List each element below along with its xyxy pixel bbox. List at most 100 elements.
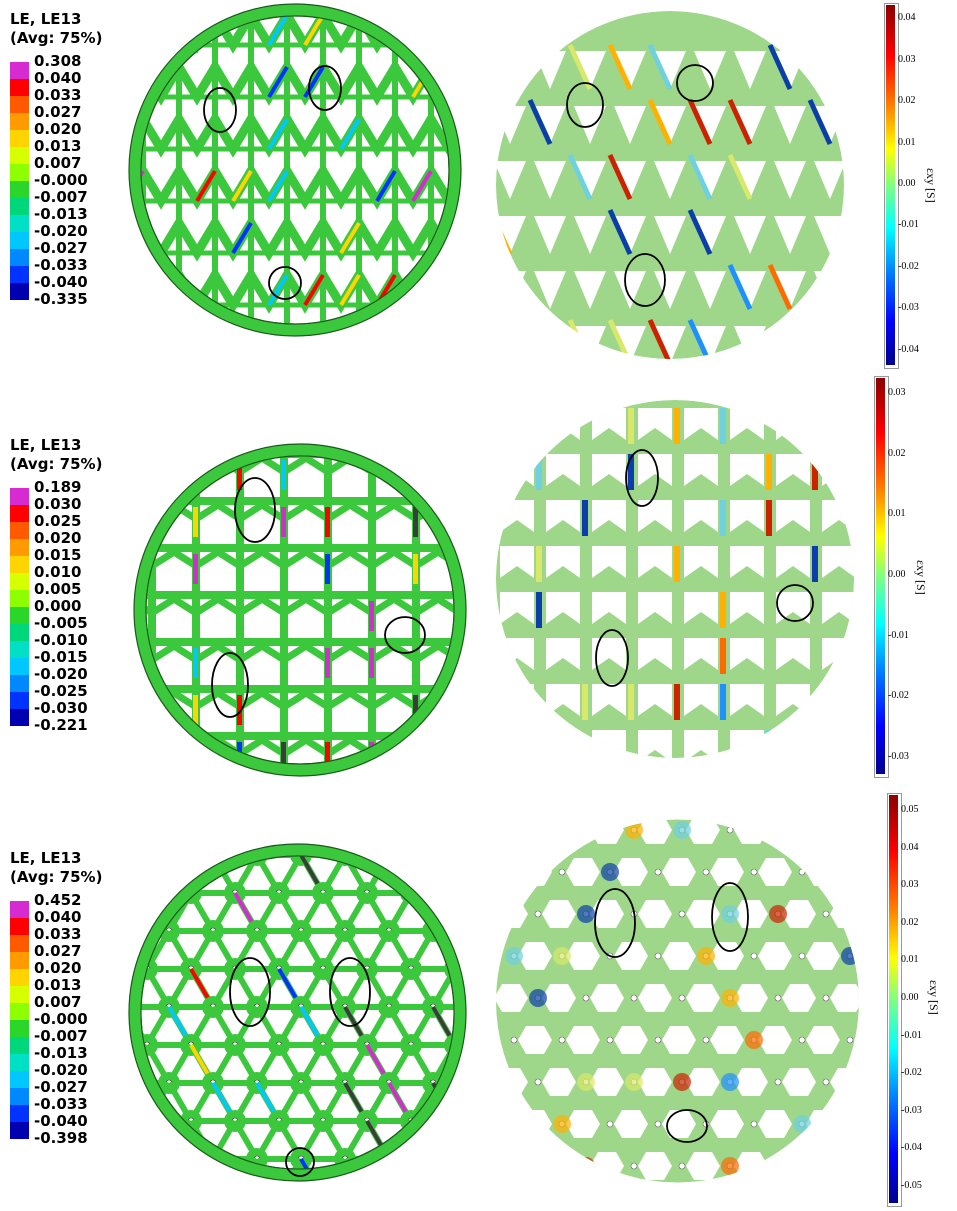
legend-swatch bbox=[10, 147, 29, 164]
colorbar-frame bbox=[874, 376, 889, 778]
colorbar-tick: 0.03 bbox=[898, 53, 916, 65]
legend-value: 0.013 bbox=[34, 976, 82, 994]
legend-value: 0.040 bbox=[34, 69, 82, 87]
legend-value: 0.027 bbox=[34, 103, 82, 121]
legend-value: -0.221 bbox=[34, 716, 88, 734]
colorbar-tick: -0.01 bbox=[901, 1029, 922, 1041]
legend-swatch bbox=[10, 658, 29, 675]
legend-swatch bbox=[10, 901, 29, 918]
colorbar-label: εxy [S] bbox=[924, 168, 938, 203]
legend-swatch bbox=[10, 130, 29, 147]
legend-value: -0.013 bbox=[34, 1044, 88, 1062]
legend-swatch bbox=[10, 692, 29, 709]
legend-swatch bbox=[10, 96, 29, 113]
legend-value: 0.015 bbox=[34, 546, 82, 564]
legend-value: 0.452 bbox=[34, 891, 82, 909]
dic-strain-plot bbox=[496, 400, 854, 758]
legend-title: LE, LE13 (Avg: 75%) bbox=[10, 436, 102, 474]
highlight-ellipse bbox=[711, 882, 749, 952]
legend-value: 0.005 bbox=[34, 580, 82, 598]
highlight-ellipse bbox=[203, 87, 237, 133]
legend-value: 0.007 bbox=[34, 993, 82, 1011]
legend-swatch bbox=[10, 986, 29, 1003]
colorbar-tick: -0.03 bbox=[901, 1104, 922, 1116]
legend-swatches bbox=[10, 901, 29, 1139]
legend-value: 0.020 bbox=[34, 529, 82, 547]
legend-value: -0.025 bbox=[34, 682, 88, 700]
colorbar-tick: -0.04 bbox=[898, 343, 919, 355]
highlight-ellipse bbox=[234, 477, 276, 543]
legend-value: -0.020 bbox=[34, 665, 88, 683]
legend-swatch bbox=[10, 1020, 29, 1037]
legend-title-line-1: LE, LE13 bbox=[10, 849, 82, 867]
legend-value: -0.020 bbox=[34, 1061, 88, 1079]
highlight-ellipse bbox=[384, 616, 426, 654]
legend-swatch bbox=[10, 1122, 29, 1139]
dic-strain-plot bbox=[496, 11, 844, 359]
colorbar-label: εxy [S] bbox=[914, 560, 928, 595]
legend-title-line-1: LE, LE13 bbox=[10, 436, 82, 454]
colorbar-label: εxy [S] bbox=[927, 980, 941, 1015]
legend-swatch bbox=[10, 79, 29, 96]
legend-value: -0.020 bbox=[34, 222, 88, 240]
legend-value: 0.189 bbox=[34, 478, 82, 496]
legend-value: -0.010 bbox=[34, 631, 88, 649]
colorbar-frame bbox=[887, 793, 902, 1207]
colorbar bbox=[889, 795, 898, 1203]
legend-swatch bbox=[10, 181, 29, 198]
colorbar-tick: 0.02 bbox=[888, 447, 906, 459]
inner-ring bbox=[140, 15, 450, 325]
legend-swatches bbox=[10, 488, 29, 726]
legend-swatch bbox=[10, 709, 29, 726]
legend-swatch bbox=[10, 1105, 29, 1122]
legend-swatch bbox=[10, 624, 29, 641]
legend-value: 0.007 bbox=[34, 154, 82, 172]
legend-title-line-2: (Avg: 75%) bbox=[10, 455, 103, 473]
legend-value: -0.000 bbox=[34, 1010, 88, 1028]
colorbar-tick: -0.01 bbox=[898, 219, 919, 231]
legend-value: -0.027 bbox=[34, 239, 88, 257]
legend-value: -0.007 bbox=[34, 1027, 88, 1045]
legend-value: -0.335 bbox=[34, 290, 88, 308]
legend-value: 0.030 bbox=[34, 495, 82, 513]
legend-swatch bbox=[10, 918, 29, 935]
legend-swatch bbox=[10, 266, 29, 283]
colorbar-tick: -0.01 bbox=[888, 629, 909, 641]
legend-title-line-2: (Avg: 75%) bbox=[10, 29, 103, 47]
colorbar-tick: 0.02 bbox=[901, 916, 919, 928]
colorbar-tick: 0.03 bbox=[901, 879, 919, 891]
dic-strain-plot bbox=[496, 819, 859, 1183]
legend-swatch bbox=[10, 1003, 29, 1020]
colorbar-tick: -0.02 bbox=[901, 1067, 922, 1079]
colorbar-tick: 0.01 bbox=[888, 508, 906, 520]
colorbar-tick: -0.05 bbox=[901, 1179, 922, 1191]
highlight-ellipse bbox=[625, 449, 659, 507]
colorbar-tick: 0.05 bbox=[901, 804, 919, 816]
colorbar-tick: -0.02 bbox=[898, 260, 919, 272]
colorbar-tick: 0.01 bbox=[901, 954, 919, 966]
legend-value: -0.033 bbox=[34, 256, 88, 274]
legend-swatch bbox=[10, 935, 29, 952]
legend-value: 0.020 bbox=[34, 120, 82, 138]
highlight-ellipse bbox=[329, 957, 371, 1027]
legend-value: -0.040 bbox=[34, 273, 88, 291]
legend-value: 0.308 bbox=[34, 52, 82, 70]
legend-value: 0.033 bbox=[34, 86, 82, 104]
colorbar-tick: 0.04 bbox=[898, 12, 916, 24]
colorbar-tick: 0.01 bbox=[898, 136, 916, 148]
legend-swatch bbox=[10, 283, 29, 300]
legend-value: 0.020 bbox=[34, 959, 82, 977]
panel-2: LE, LE13 (Avg: 75%) 0.189 0.030 0.025 0.020… bbox=[0, 370, 957, 780]
legend-swatch bbox=[10, 607, 29, 624]
colorbar-tick: -0.03 bbox=[888, 751, 909, 763]
legend-swatch bbox=[10, 505, 29, 522]
legend-value: 0.040 bbox=[34, 908, 82, 926]
legend-value: -0.030 bbox=[34, 699, 88, 717]
colorbar-tick: 0.00 bbox=[888, 569, 906, 580]
fem-strain-plot bbox=[128, 3, 462, 337]
legend-title: LE, LE13 (Avg: 75%) bbox=[10, 10, 102, 48]
legend-swatch bbox=[10, 232, 29, 249]
legend-value: 0.027 bbox=[34, 942, 82, 960]
highlight-ellipse bbox=[666, 1109, 708, 1143]
colorbar-tick: 0.03 bbox=[888, 386, 906, 398]
